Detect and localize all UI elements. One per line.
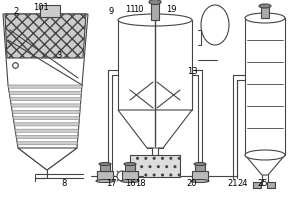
Text: 21: 21 (227, 180, 238, 188)
Polygon shape (11, 104, 80, 107)
Text: 24: 24 (238, 180, 248, 188)
Text: 11: 11 (125, 5, 136, 15)
Text: 13: 13 (187, 68, 197, 76)
Ellipse shape (117, 171, 127, 181)
Text: 101: 101 (33, 3, 48, 12)
Text: 16: 16 (125, 180, 136, 188)
Bar (245, 18, 285, 155)
Polygon shape (5, 14, 86, 58)
Ellipse shape (121, 180, 139, 182)
Polygon shape (9, 91, 82, 94)
Ellipse shape (201, 5, 229, 45)
Polygon shape (8, 85, 82, 88)
Bar (195, 164, 205, 171)
Ellipse shape (96, 180, 114, 182)
Ellipse shape (118, 14, 192, 26)
Bar (122, 171, 138, 181)
Ellipse shape (124, 162, 136, 166)
Text: 9: 9 (108, 7, 114, 17)
Ellipse shape (194, 162, 206, 166)
Bar (40, 5, 60, 17)
Polygon shape (3, 14, 88, 170)
Polygon shape (13, 116, 80, 120)
Ellipse shape (149, 0, 161, 4)
Ellipse shape (99, 162, 111, 166)
Ellipse shape (245, 13, 285, 23)
Bar (130, 155, 180, 177)
Polygon shape (18, 148, 77, 170)
Text: 18: 18 (135, 180, 146, 188)
Polygon shape (118, 110, 192, 148)
Text: 20: 20 (186, 180, 197, 188)
Ellipse shape (259, 4, 271, 8)
Ellipse shape (245, 150, 285, 160)
Text: 10: 10 (133, 5, 143, 15)
Bar (253, 182, 261, 188)
Bar (267, 182, 275, 188)
Bar (97, 171, 113, 181)
Text: 3: 3 (56, 50, 61, 60)
Text: 2: 2 (14, 6, 19, 16)
Bar (261, 6, 269, 18)
Bar (125, 164, 135, 171)
Bar (192, 171, 208, 181)
Text: 17: 17 (106, 180, 116, 188)
Bar (100, 164, 110, 171)
Text: 19: 19 (166, 5, 176, 14)
Polygon shape (15, 129, 79, 132)
Text: 25: 25 (257, 180, 268, 188)
Polygon shape (16, 135, 78, 139)
Polygon shape (245, 155, 285, 175)
Polygon shape (12, 110, 80, 113)
Polygon shape (14, 123, 79, 126)
Bar (151, 2, 159, 20)
Ellipse shape (191, 180, 209, 182)
Polygon shape (17, 142, 77, 145)
Text: 8: 8 (62, 180, 67, 188)
Polygon shape (10, 98, 81, 101)
